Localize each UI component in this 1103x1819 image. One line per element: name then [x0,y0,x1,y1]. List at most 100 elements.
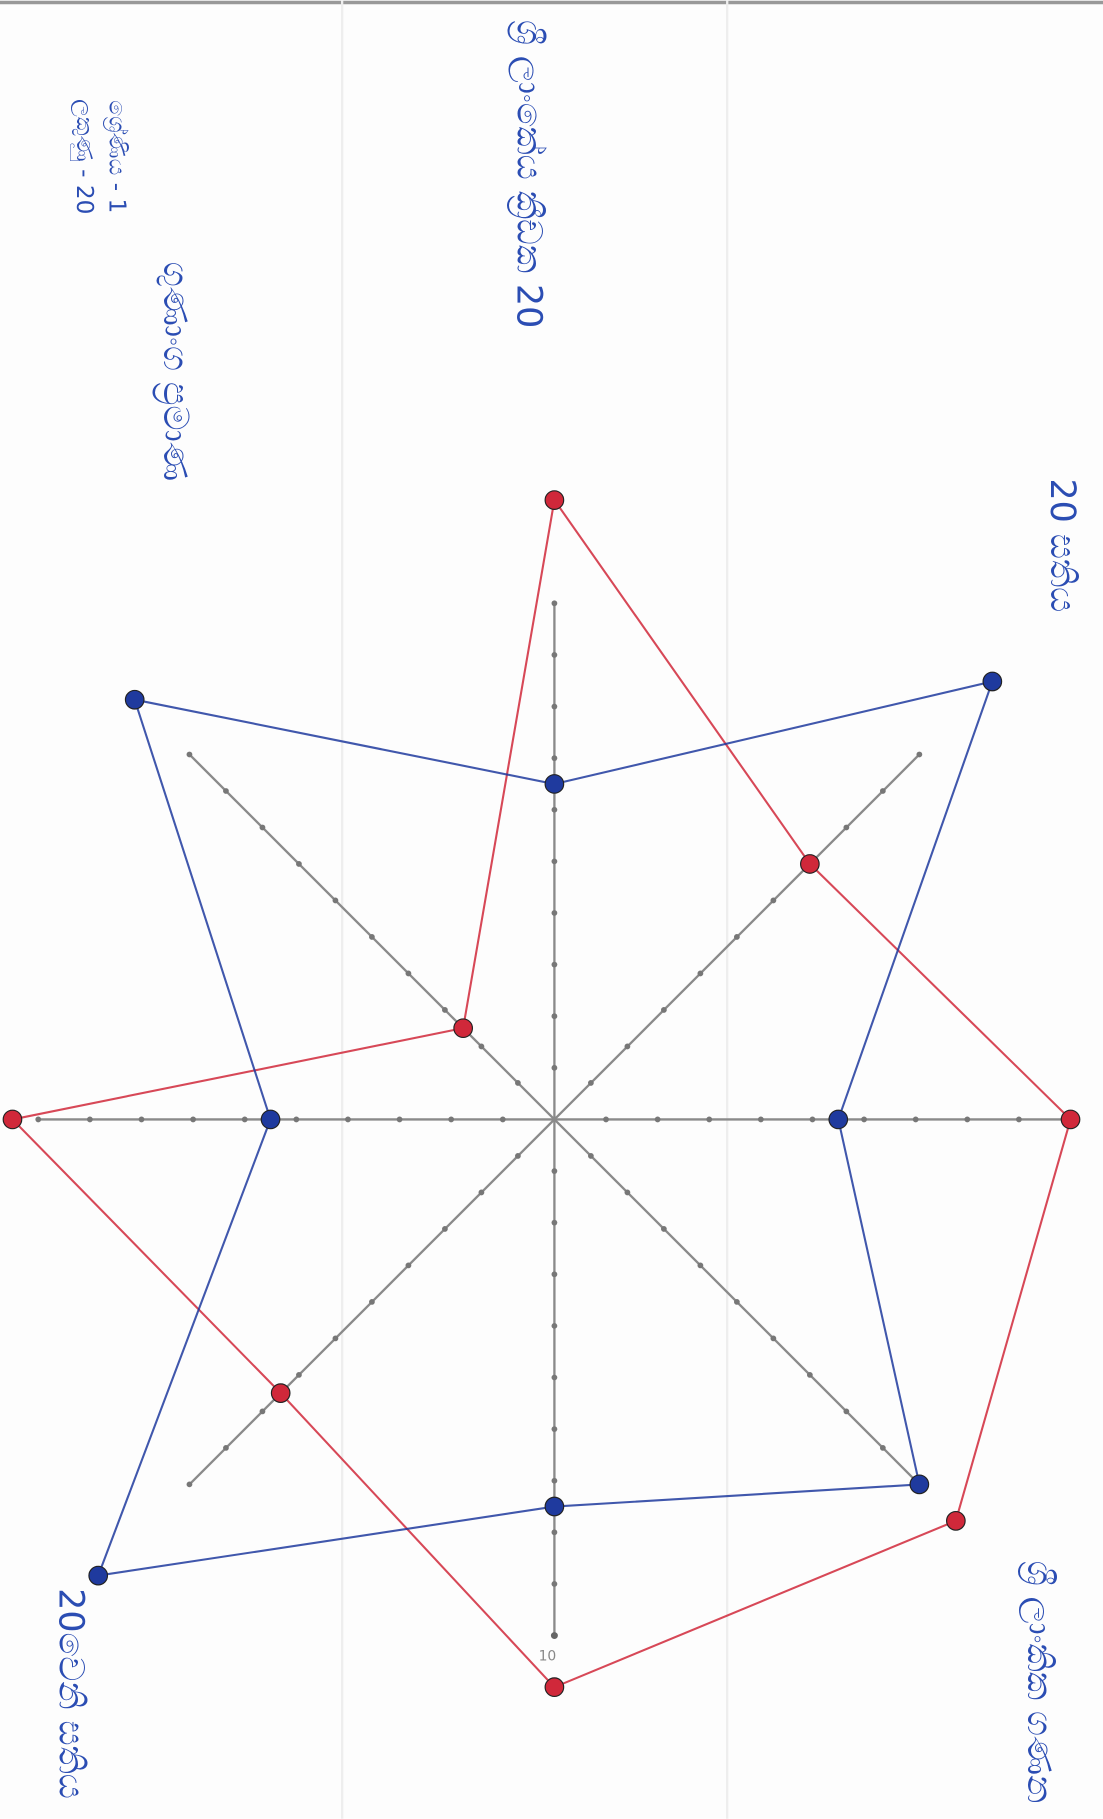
spoke-dot [223,788,229,794]
annotation: 20 සතිය [1042,479,1082,613]
annotation: ලකුණු - 20 [71,99,98,214]
data-point [453,1018,474,1039]
annotation: ශ්‍රී ලාංකේය ක්‍රීඩක 20 [507,20,548,328]
spoke-dot [551,1426,558,1433]
spoke-dot [369,934,375,940]
spoke-dot [964,1116,971,1123]
spoke-dot [478,1043,485,1050]
spoke-dot [332,897,339,904]
annotation: ගුණාංග ප්‍රමාණ [153,262,195,481]
spoke-dot [138,1116,145,1123]
spoke-dot [697,1262,704,1269]
spoke-dot [442,1226,448,1232]
data-point [909,1474,930,1495]
spoke-dot [551,703,558,710]
spoke-dot [861,1116,867,1123]
spoke-dot [478,1189,485,1196]
annotation: ශ්‍රේණිය - 1 [103,100,130,213]
spoke-dot [499,1116,506,1123]
spoke-dot [551,806,558,813]
spoke-dot [697,970,704,977]
spoke-dot [551,1168,558,1174]
spoke-dot [551,1374,558,1381]
spoke-dot [551,1529,558,1536]
spoke-dot [259,1408,266,1415]
tick-mark [550,1632,558,1640]
data-point [260,1109,281,1130]
spoke-dot [551,1219,558,1226]
spoke-dot [770,1335,777,1342]
spoke-dot [916,751,923,758]
spoke-dot [624,1189,631,1196]
data-point [544,774,565,794]
data-point [544,1677,565,1698]
spoke-dot [405,1262,412,1269]
spoke-dot [733,934,740,940]
data-point [945,1511,966,1531]
spoke-dot [551,755,558,762]
spoke-dot [345,1116,351,1123]
spoke-dot [879,788,886,794]
spoke-dot [660,1226,667,1232]
spoke-dot [296,861,302,867]
data-point [982,671,1003,692]
spoke-dot [806,1371,813,1378]
spoke-dot [603,1116,609,1123]
spoke-dot [241,1116,248,1123]
data-point [88,1565,109,1586]
data-point [544,490,565,510]
spoke-dot [551,1322,558,1329]
r-tick-label: 10 [539,1648,557,1664]
spoke-dot [757,1116,764,1123]
spoke-dot [35,1116,42,1123]
spoke-dot [551,1064,558,1071]
spoke-dot [809,1116,816,1123]
annotation: 20වෙනි සතිය [51,1588,91,1799]
data-point [828,1109,849,1130]
spoke-dot [448,1116,455,1123]
spoke-dot [293,1116,300,1123]
spoke-dot [551,961,558,968]
spoke-dot [551,1477,558,1484]
spoke-dot [551,600,558,607]
spoke-dot [515,1153,521,1159]
data-point [124,689,145,710]
spoke-dot [551,910,558,916]
spoke-dot [706,1116,713,1123]
spoke-dot [733,1299,740,1305]
spoke-dot [879,1444,886,1451]
spoke-dot [912,1116,919,1123]
spoke-dot [843,824,850,831]
radar-plot: 10 [2,490,1081,1698]
annotation: ශ්‍රී ලාංකික ගණන [1018,1561,1059,1803]
data-point [2,1109,23,1130]
spoke-dot [186,751,193,758]
spoke-dot [843,1408,850,1415]
spoke-dot [515,1080,521,1086]
spoke-dot [551,858,558,865]
spoke-dot [396,1116,403,1123]
spoke-dot [296,1371,302,1378]
spoke-dot [551,652,558,658]
spoke-dot [624,1043,631,1050]
spoke-dot [551,1013,558,1020]
spoke-dot [190,1116,197,1123]
spoke-dot [587,1153,594,1159]
spoke-dot [770,897,777,904]
spoke-dot [654,1116,661,1123]
data-point [1060,1109,1081,1130]
data-point [544,1496,565,1517]
spoke-dot [551,1271,558,1278]
spoke-dot [223,1444,229,1451]
spoke-dot [259,824,266,831]
spoke-dot [86,1116,93,1123]
spoke-dot [186,1481,193,1488]
spoke-dot [369,1299,375,1305]
spoke-dot [1016,1116,1022,1123]
spoke-dot [405,970,412,977]
spoke-dot [587,1080,594,1086]
data-point [800,854,820,874]
data-point [270,1383,291,1404]
spoke-dot [551,1581,558,1587]
